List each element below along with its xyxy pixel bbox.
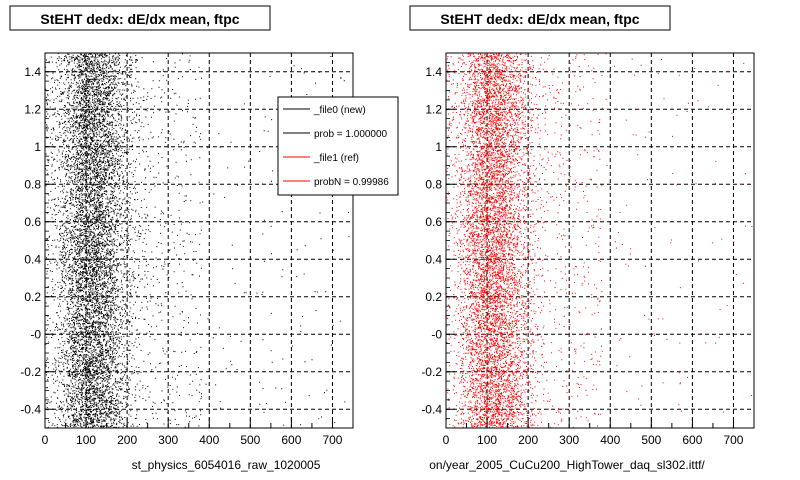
left-scatter-series (45, 53, 350, 428)
right-x-tick-label: 400 (600, 433, 620, 447)
left-y-tick-label: 0.2 (24, 290, 41, 304)
right-y-tick-label: 0.2 (425, 290, 442, 304)
left-x-tick-label: 300 (158, 433, 178, 447)
right-panel: StEHT dedx: dE/dx mean, ftpc 0 100 200 300 4… (409, 5, 755, 472)
left-axes: 0 100 200 300 400 500 600 700 -0.4 -0.2 -0 0.2 0.4 0.… (20, 61, 343, 447)
right-grid (446, 53, 754, 428)
right-x-axis-label: on/year_2005_CuCu200_HighTower_daq_sl302… (429, 458, 705, 472)
right-x-tick-label: 100 (477, 433, 497, 447)
left-y-tick-label: 1 (34, 140, 41, 154)
left-y-tick-label: 1.2 (24, 102, 41, 116)
right-y-tick-label: 1 (435, 140, 442, 154)
right-y-tick-label: -0 (431, 327, 442, 341)
left-y-tick-label: -0.2 (20, 365, 41, 379)
left-y-tick-label: 0.8 (24, 177, 41, 191)
legend-entry-file1: _file1 (ref) (313, 153, 359, 164)
right-y-tick-label: 0.8 (425, 177, 442, 191)
right-x-tick-label: 600 (682, 433, 702, 447)
legend-entry-probn: probN = 0.99986 (314, 177, 389, 188)
right-axes: 0 100 200 300 400 500 600 700 -0.4 -0.2 -0 0.2 0.4 0.… (421, 61, 744, 447)
left-y-tick-label: 0.6 (24, 215, 41, 229)
right-y-tick-label: -0.4 (421, 402, 442, 416)
right-x-tick-label: 700 (723, 433, 743, 447)
left-y-tick-label: -0 (30, 327, 41, 341)
right-chart-title: StEHT dedx: dE/dx mean, ftpc (440, 11, 639, 27)
left-x-tick-label: 600 (281, 433, 301, 447)
right-x-tick-label: 0 (443, 433, 450, 447)
left-x-tick-label: 500 (240, 433, 260, 447)
left-x-axis-label: st_physics_6054016_raw_1020005 (132, 458, 321, 472)
left-chart-title: StEHT dedx: dE/dx mean, ftpc (40, 11, 239, 27)
left-x-tick-label: 200 (117, 433, 137, 447)
legend-box (277, 96, 399, 196)
right-y-tick-label: 1.2 (425, 102, 442, 116)
left-title-box (9, 5, 271, 31)
right-x-tick-label: 300 (559, 433, 579, 447)
left-x-tick-label: 400 (199, 433, 219, 447)
left-x-tick-label: 0 (42, 433, 49, 447)
right-x-tick-label: 500 (641, 433, 661, 447)
left-x-tick-label: 100 (76, 433, 96, 447)
left-y-tick-label: 0.4 (24, 252, 41, 266)
left-panel: StEHT dedx: dE/dx mean, ftpc 0 100 200 300 4… (9, 5, 399, 472)
right-y-tick-label: -0.2 (421, 365, 442, 379)
legend: _file0 (new) prob = 1.000000 _file1 (ref… (277, 96, 399, 196)
left-y-tick-label: 1.4 (24, 65, 41, 79)
right-title-box (409, 5, 671, 31)
legend-entry-file0: _file0 (new) (313, 105, 366, 116)
legend-entry-prob: prob = 1.000000 (314, 129, 388, 140)
left-scatter-points (45, 53, 350, 428)
right-y-tick-label: 0.6 (425, 215, 442, 229)
left-y-tick-label: -0.4 (20, 402, 41, 416)
right-y-tick-label: 1.4 (425, 65, 442, 79)
left-x-tick-label: 700 (322, 433, 342, 447)
right-y-tick-label: 0.4 (425, 252, 442, 266)
right-x-tick-label: 200 (518, 433, 538, 447)
